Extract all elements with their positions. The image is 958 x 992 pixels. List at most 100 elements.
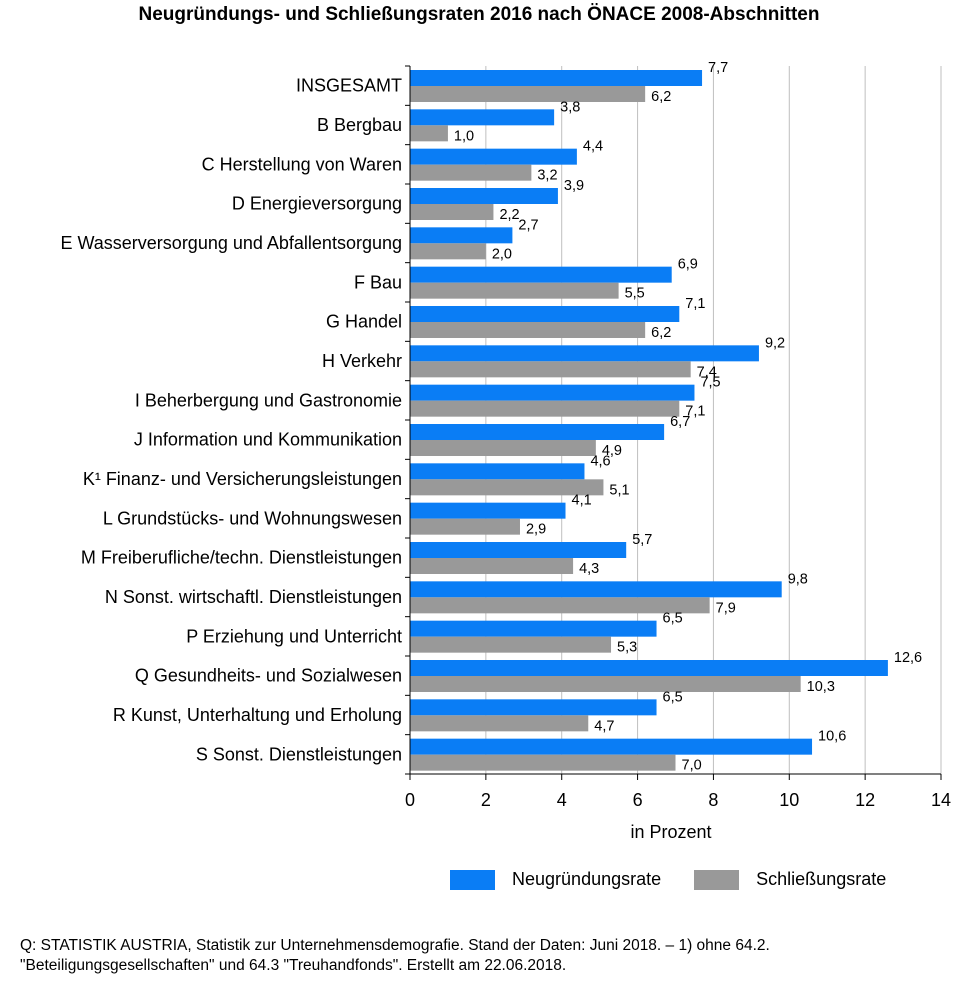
data-label-neugruendung: 3,8 (560, 99, 580, 115)
bar-neugruendung (410, 660, 888, 676)
bar-schliessung (410, 204, 494, 220)
category-label: H Verkehr (322, 351, 402, 371)
bar-neugruendung (410, 424, 665, 440)
x-tick-label-8: 8 (708, 790, 718, 810)
source-note: Q: STATISTIK AUSTRIA, Statistik zur Unte… (20, 937, 770, 974)
data-label-schliessung: 2,9 (526, 522, 546, 538)
legend-swatch-neugruendung (450, 869, 495, 890)
data-label-schliessung: 7,4 (697, 364, 717, 380)
category-label: D Energieversorgung (232, 194, 402, 214)
data-label-schliessung: 1,0 (454, 128, 474, 144)
data-label-neugruendung: 10,6 (818, 729, 846, 745)
bar-neugruendung (410, 581, 782, 598)
data-label-neugruendung: 9,2 (765, 335, 785, 351)
gridlines (405, 65, 942, 780)
data-label-schliessung: 4,3 (579, 561, 599, 577)
category-label: B Bergbau (317, 115, 402, 135)
category-label: K¹ Finanz- und Versicherungsleistungen (83, 469, 402, 489)
category-label: F Bau (354, 272, 402, 292)
bar-schliessung (410, 479, 604, 496)
data-label-neugruendung: 6,7 (670, 414, 690, 430)
category-label: L Grundstücks- und Wohnungswesen (103, 508, 402, 528)
data-label-schliessung: 3,2 (537, 168, 557, 184)
bar-neugruendung (410, 463, 585, 480)
bar-schliessung (410, 754, 676, 771)
bar-chart: 0 2 4 6 8 10 12 14 INSGESAMT 7,7 6,2 B Bergbau 3,8 1,… (60, 60, 951, 842)
x-tick-label-6: 6 (633, 790, 643, 810)
bar-schliessung (410, 164, 532, 181)
bar-schliessung (410, 400, 680, 417)
data-label-schliessung: 2,0 (492, 246, 512, 262)
bar-neugruendung (410, 266, 672, 283)
data-label-neugruendung: 5,7 (632, 532, 652, 548)
x-tick-label-10: 10 (779, 790, 799, 810)
category-label: J Information und Kommunikation (134, 430, 402, 450)
data-label-schliessung: 7,0 (682, 758, 702, 774)
bar-neugruendung (410, 384, 695, 401)
axes (409, 66, 941, 775)
data-label-schliessung: 6,2 (651, 89, 671, 105)
bar-neugruendung (410, 620, 657, 637)
category-label: P Erziehung und Unterricht (186, 626, 402, 646)
bar-schliessung (410, 558, 574, 574)
bar-schliessung (410, 518, 520, 535)
data-label-neugruendung: 6,5 (663, 689, 683, 705)
category-label: INSGESAMT (296, 76, 402, 96)
category-label: S Sonst. Dienstleistungen (196, 744, 402, 764)
bar-schliessung (410, 361, 691, 378)
data-label-schliessung: 5,3 (617, 640, 637, 656)
legend-item-neugruendung: Neugründungsrate (450, 868, 661, 890)
bar-schliessung (410, 86, 646, 102)
data-label-schliessung: 6,2 (651, 325, 671, 341)
bar-schliessung (410, 243, 486, 260)
bar-neugruendung (410, 70, 703, 86)
bar-schliessung (410, 676, 801, 692)
data-label-neugruendung: 12,6 (894, 650, 922, 666)
bar-neugruendung (410, 109, 555, 126)
bar-schliessung (410, 322, 646, 338)
bar-neugruendung (410, 188, 558, 204)
category-label: Q Gesundheits- und Sozialwesen (135, 666, 402, 686)
legend-swatch-schliessung (694, 869, 740, 890)
data-label-neugruendung: 7,5 (700, 375, 720, 391)
legend-label-neugruendung: Neugründungsrate (512, 869, 662, 890)
x-tick-label-4: 4 (557, 790, 567, 810)
category-label: C Herstellung von Waren (202, 154, 402, 174)
bar-neugruendung (410, 542, 627, 558)
data-label-neugruendung: 7,7 (708, 60, 728, 76)
data-label-neugruendung: 4,6 (590, 453, 610, 469)
data-label-schliessung: 5,1 (609, 482, 629, 498)
bar-neugruendung (410, 738, 813, 755)
data-label-schliessung: 4,9 (602, 443, 622, 459)
data-label-neugruendung: 7,1 (685, 296, 705, 312)
category-label: G Handel (326, 312, 402, 332)
x-tick-label-12: 12 (855, 790, 875, 810)
data-label-schliessung: 5,5 (625, 286, 645, 302)
data-label-neugruendung: 4,1 (572, 493, 592, 509)
data-label-schliessung: 7,1 (685, 404, 705, 420)
x-tick-label-14: 14 (931, 790, 951, 810)
category-label: E Wasserversorgung und Abfallentsorgung (60, 233, 402, 253)
labels: 0 2 4 6 8 10 12 14 INSGESAMT 7,7 6,2 B Bergbau 3,8 1,… (60, 60, 951, 810)
bar-schliessung (410, 282, 619, 299)
bar-neugruendung (410, 227, 513, 244)
data-label-neugruendung: 2,7 (518, 217, 538, 233)
data-label-schliessung: 7,9 (716, 600, 736, 616)
bar-schliessung (410, 636, 612, 653)
data-label-neugruendung: 3,9 (564, 178, 584, 194)
bar-schliessung (410, 715, 589, 732)
data-label-neugruendung: 9,8 (788, 571, 808, 587)
bar-neugruendung (410, 345, 759, 362)
category-label: R Kunst, Unterhaltung und Erholung (113, 705, 402, 725)
bar-schliessung (410, 440, 596, 456)
bars (410, 70, 888, 771)
legend-label-schliessung: Schließungsrate (756, 869, 887, 890)
bar-schliessung (410, 125, 448, 142)
bar-neugruendung (410, 306, 680, 322)
data-label-schliessung: 10,3 (807, 679, 835, 695)
data-label-neugruendung: 6,5 (663, 611, 683, 627)
bar-neugruendung (410, 699, 657, 716)
category-label: M Freiberufliche/techn. Dienstleistungen (81, 548, 402, 568)
x-tick-label-0: 0 (405, 790, 415, 810)
bar-schliessung (410, 597, 710, 614)
